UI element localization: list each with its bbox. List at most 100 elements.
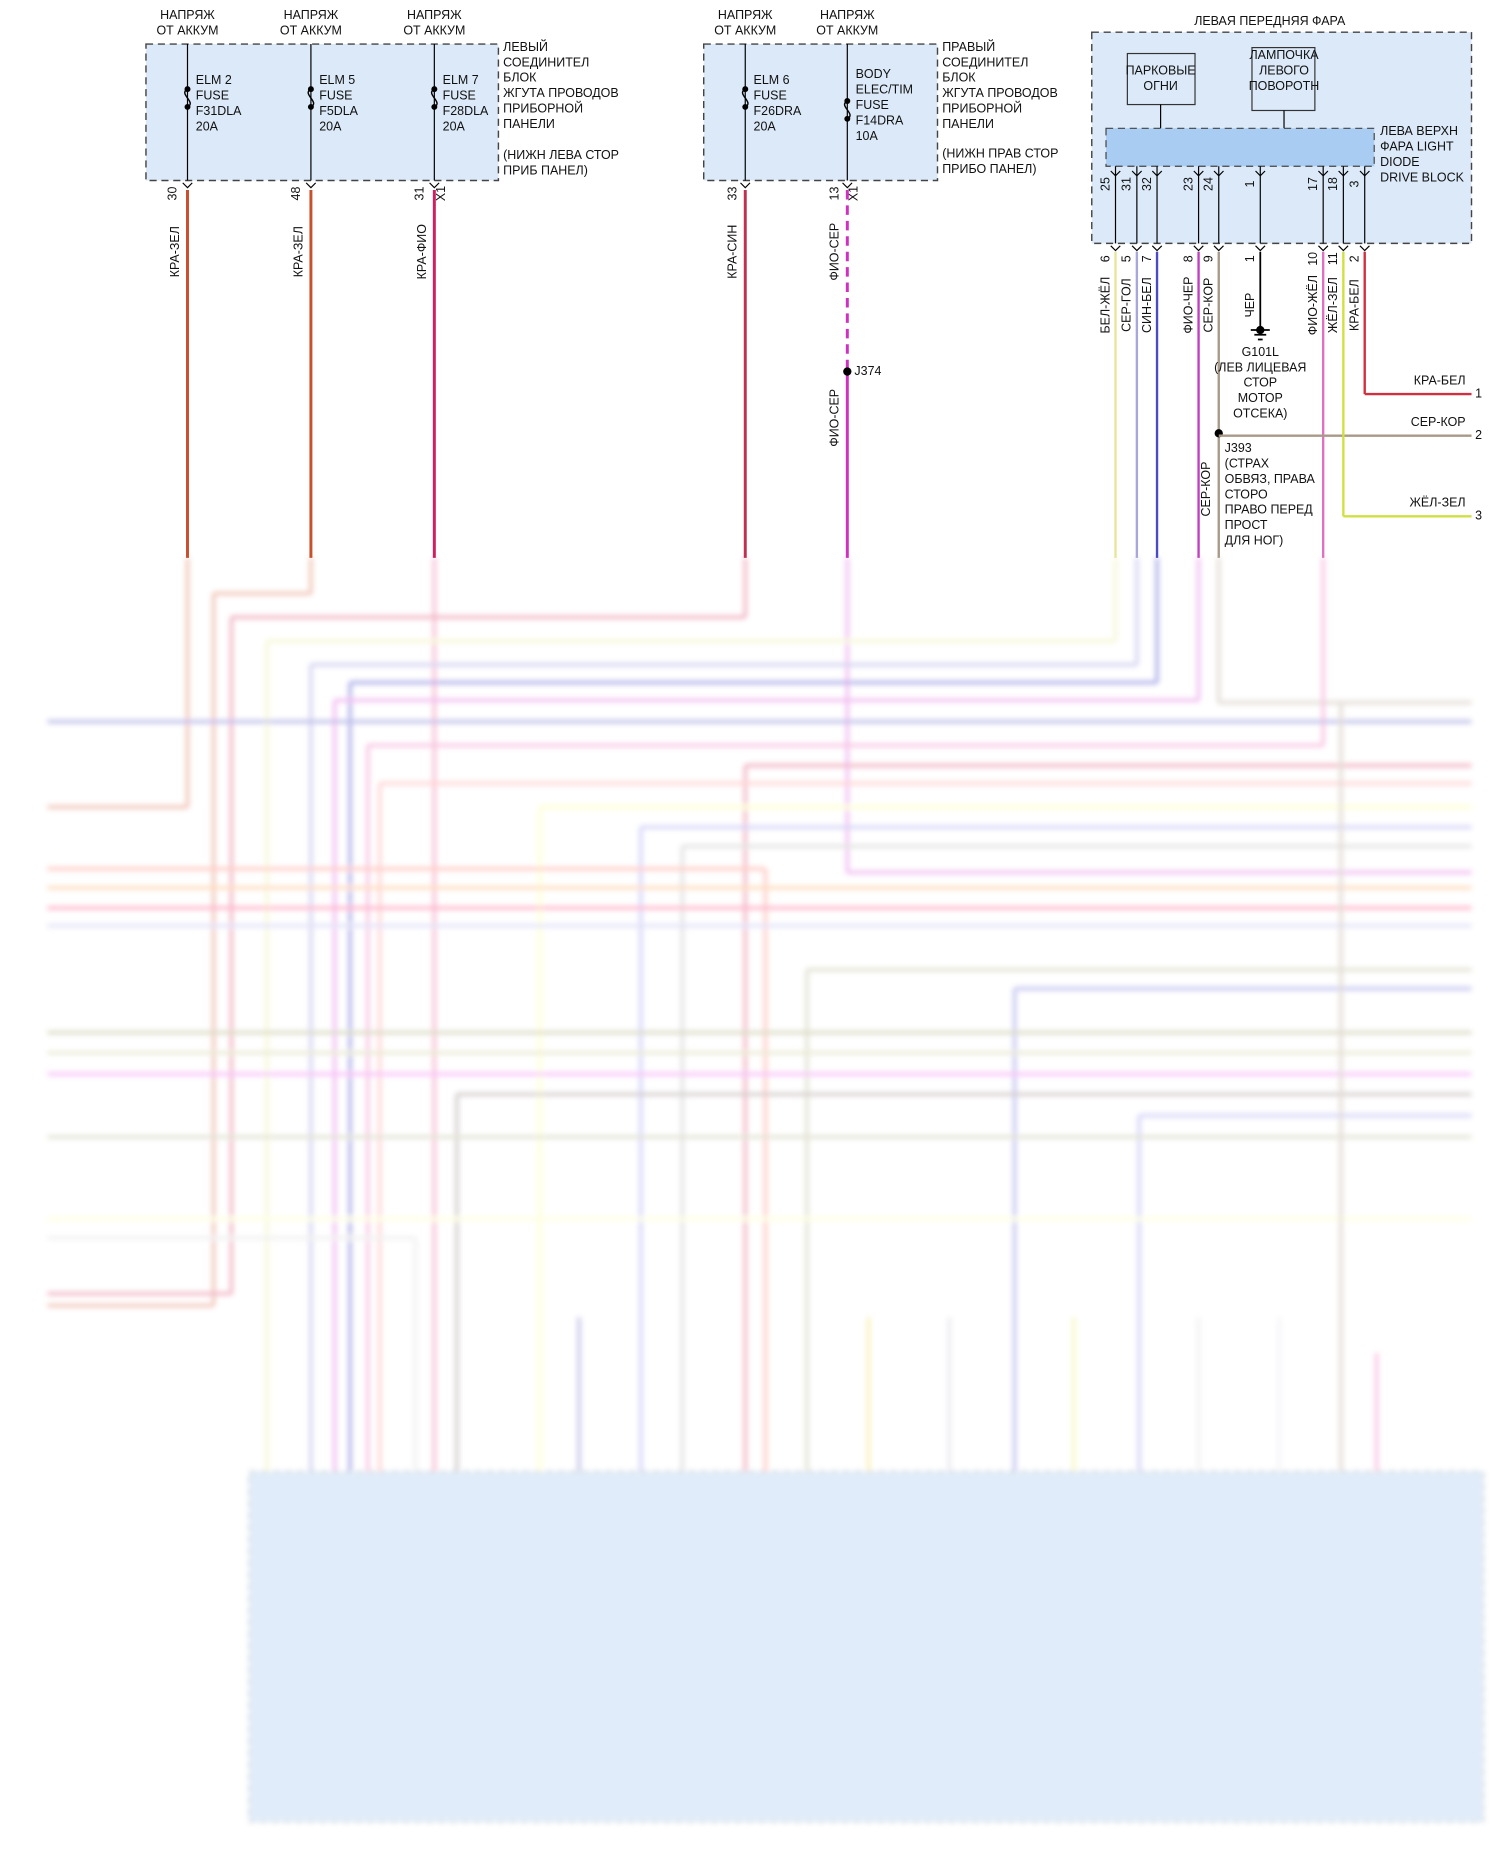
- module-label: DIODE: [1380, 155, 1419, 169]
- splice-dot: [1256, 325, 1265, 335]
- pin-label: 5: [1120, 255, 1134, 262]
- pin-mark: [1151, 170, 1163, 177]
- pin-label: 33: [726, 187, 740, 201]
- splice-label: (СТРАХ: [1225, 456, 1270, 470]
- fuse-link: [430, 88, 438, 108]
- fuse-label: FUSE: [319, 89, 352, 103]
- supply-label: ОТ АККУМ: [403, 23, 465, 37]
- supply-label: НАПРЯЖ: [160, 8, 215, 22]
- pin-label: 8: [1181, 255, 1195, 262]
- splice-label: J374: [854, 364, 881, 378]
- pin-label: 7: [1140, 255, 1154, 262]
- ground-label: СТОР: [1243, 376, 1277, 390]
- supply-label: ОТ АККУМ: [280, 23, 342, 37]
- wire-label: ЖЁЛ-ЗЕЛ: [1326, 277, 1340, 333]
- splice-label: СТОРО: [1225, 487, 1268, 501]
- block-name: БЛОК: [503, 71, 537, 85]
- ground-label: ОТСЕКА): [1233, 407, 1287, 421]
- pin-label: 17: [1306, 177, 1320, 191]
- pin-mark: [1213, 245, 1224, 252]
- fuse-link: [741, 88, 749, 108]
- parking-label: ОГНИ: [1143, 79, 1177, 93]
- pin-mark: [1338, 245, 1349, 252]
- pin-mark: [1255, 170, 1266, 177]
- pin-mark: [1131, 245, 1143, 252]
- splice-label: J393: [1225, 441, 1252, 455]
- pin-label: 25: [1098, 177, 1112, 191]
- pin-label: 31: [1120, 177, 1134, 191]
- fuse-label: FUSE: [443, 89, 476, 103]
- wire-label: ЧЕР: [1243, 293, 1257, 318]
- pin-label: 2: [1348, 255, 1362, 262]
- fuse-label: BODY: [856, 67, 892, 81]
- pin-label: 48: [289, 187, 303, 201]
- connector-label: X1: [434, 186, 448, 201]
- fuse-label: FUSE: [754, 89, 787, 103]
- fuse-label: F14DRA: [856, 113, 904, 127]
- pin-label: 13: [828, 187, 842, 201]
- connector-box: [703, 43, 939, 182]
- connector-label: X1: [847, 186, 861, 201]
- pin-label: 24: [1202, 177, 1216, 191]
- wire-label: ФИО-ЖЁЛ: [1306, 275, 1320, 335]
- wire-label: СЕР-ГОЛ: [1120, 278, 1134, 332]
- output-pin-label: 3: [1475, 509, 1482, 523]
- output-pin-label: 2: [1475, 428, 1482, 442]
- block-name: ПРИБОРНОЙ: [503, 101, 583, 116]
- pin-mark: [1255, 245, 1266, 252]
- pin-label: 23: [1181, 177, 1195, 191]
- pin-mark: [740, 182, 751, 189]
- pin-label: 6: [1098, 255, 1112, 262]
- block-name: БЛОК: [942, 71, 976, 85]
- pin-label: 31: [412, 187, 426, 201]
- block-name: ПАНЕЛИ: [942, 117, 994, 131]
- fuse-link: [307, 88, 315, 108]
- output-wire-label: ЖЁЛ-ЗЕЛ: [1409, 496, 1465, 510]
- fuse-label: 20A: [319, 119, 342, 133]
- ground-label: МОТОР: [1238, 391, 1283, 405]
- pin-mark: [842, 182, 853, 189]
- pin-mark: [1338, 170, 1349, 177]
- turn-label: ЛЕВОГО: [1259, 64, 1309, 78]
- wire-label: БЕЛ-ЖЁЛ: [1098, 277, 1112, 334]
- block-name: ПАНЕЛИ: [503, 117, 555, 131]
- pin-label: 30: [166, 187, 180, 201]
- pin-mark: [1110, 170, 1121, 177]
- fuse-label: ELEC/TIM: [856, 83, 913, 97]
- wire-label: КРА-БЕЛ: [1348, 279, 1362, 331]
- splice-label: ПРАВО ПЕРЕД: [1225, 503, 1314, 517]
- pin-label: 11: [1326, 252, 1340, 265]
- block-name: СОЕДИНИТЕЛ: [503, 55, 589, 69]
- pin-label: 3: [1348, 181, 1362, 188]
- pin-mark: [1359, 170, 1370, 177]
- splice-label: ДЛЯ НОГ): [1225, 534, 1284, 548]
- wire-label: ФИО-СЕР: [828, 223, 842, 281]
- fuse-label: F31DLA: [196, 104, 242, 118]
- wire-label: КРА-ФИО: [415, 224, 429, 280]
- wire-label: КРА-СИН: [726, 225, 740, 279]
- block-location: (НИЖН ЛЕВА СТОР: [503, 148, 619, 162]
- fuse-label: ELM 7: [443, 73, 479, 87]
- wire-label: ФИО-СЕР: [828, 389, 842, 447]
- parking-label: ПАРКОВЫЕ: [1126, 64, 1196, 78]
- ground-label: G101L: [1242, 345, 1279, 359]
- fuse-label: ELM 5: [319, 73, 355, 87]
- output-wire-label: КРА-БЕЛ: [1414, 373, 1466, 387]
- wire-label: КРА-ЗЕЛ: [291, 226, 305, 277]
- supply-label: ОТ АККУМ: [816, 23, 878, 37]
- pin-mark: [1193, 245, 1204, 252]
- supply-label: НАПРЯЖ: [718, 8, 773, 22]
- fuse-label: 20A: [196, 119, 219, 133]
- turn-box: [1251, 46, 1316, 112]
- blurred-area: [47, 557, 1484, 1823]
- wire-label: ФИО-ЧЕР: [1181, 277, 1195, 334]
- fuse-label: 20A: [443, 119, 466, 133]
- fuse-label: 10A: [856, 129, 879, 143]
- pin-label: 18: [1326, 177, 1340, 191]
- block-name: ЖГУТА ПРОВОДОВ: [503, 86, 619, 100]
- fuse-label: FUSE: [856, 98, 889, 112]
- block-name: ЛЕВЫЙ: [503, 39, 548, 54]
- fuse-link: [843, 100, 851, 120]
